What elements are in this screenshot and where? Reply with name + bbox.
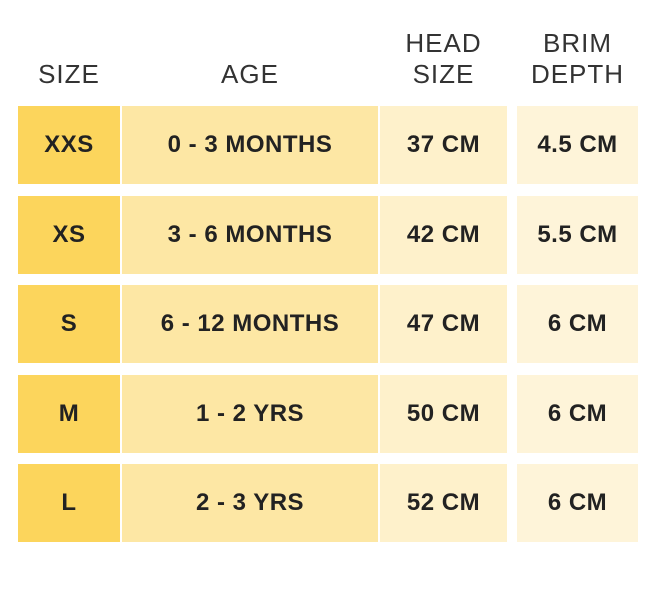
table-cell: 47 CM xyxy=(380,285,507,363)
table-cell: 5.5 CM xyxy=(517,195,638,274)
table-cell: XS xyxy=(18,195,120,274)
table-cell: 6 CM xyxy=(517,464,638,542)
header-line: DEPTH xyxy=(530,59,625,89)
table-cell: 4.5 CM xyxy=(517,106,638,184)
table-cell: XXS xyxy=(18,106,120,184)
table-cell: 50 CM xyxy=(380,374,507,453)
header-line: SIZE xyxy=(38,59,100,89)
column-header: SIZE xyxy=(18,20,120,90)
table-cell: 52 CM xyxy=(380,464,507,542)
table-cell: 3 - 6 MONTHS xyxy=(122,195,378,274)
table-cell: 37 CM xyxy=(380,106,507,184)
header-line: SIZE xyxy=(412,59,475,89)
table-cell: L xyxy=(18,464,120,542)
header-line: AGE xyxy=(221,59,279,89)
column-header: AGE xyxy=(122,20,378,90)
table-cell: 6 CM xyxy=(517,285,638,363)
table-cell: M xyxy=(18,374,120,453)
table-cell: 6 - 12 MONTHS xyxy=(122,285,378,363)
header-line: BRIM xyxy=(543,28,612,58)
header-line: HEAD xyxy=(405,28,482,58)
table-cell: S xyxy=(18,285,120,363)
column-header: BRIM DEPTH xyxy=(517,20,638,90)
table-cell: 6 CM xyxy=(517,374,638,453)
table-cell: 42 CM xyxy=(380,195,507,274)
table-cell: 2 - 3 YRS xyxy=(122,464,378,542)
table-cell: 1 - 2 YRS xyxy=(122,374,378,453)
table-cell: 0 - 3 MONTHS xyxy=(122,106,378,184)
column-header: HEAD SIZE xyxy=(380,20,507,90)
